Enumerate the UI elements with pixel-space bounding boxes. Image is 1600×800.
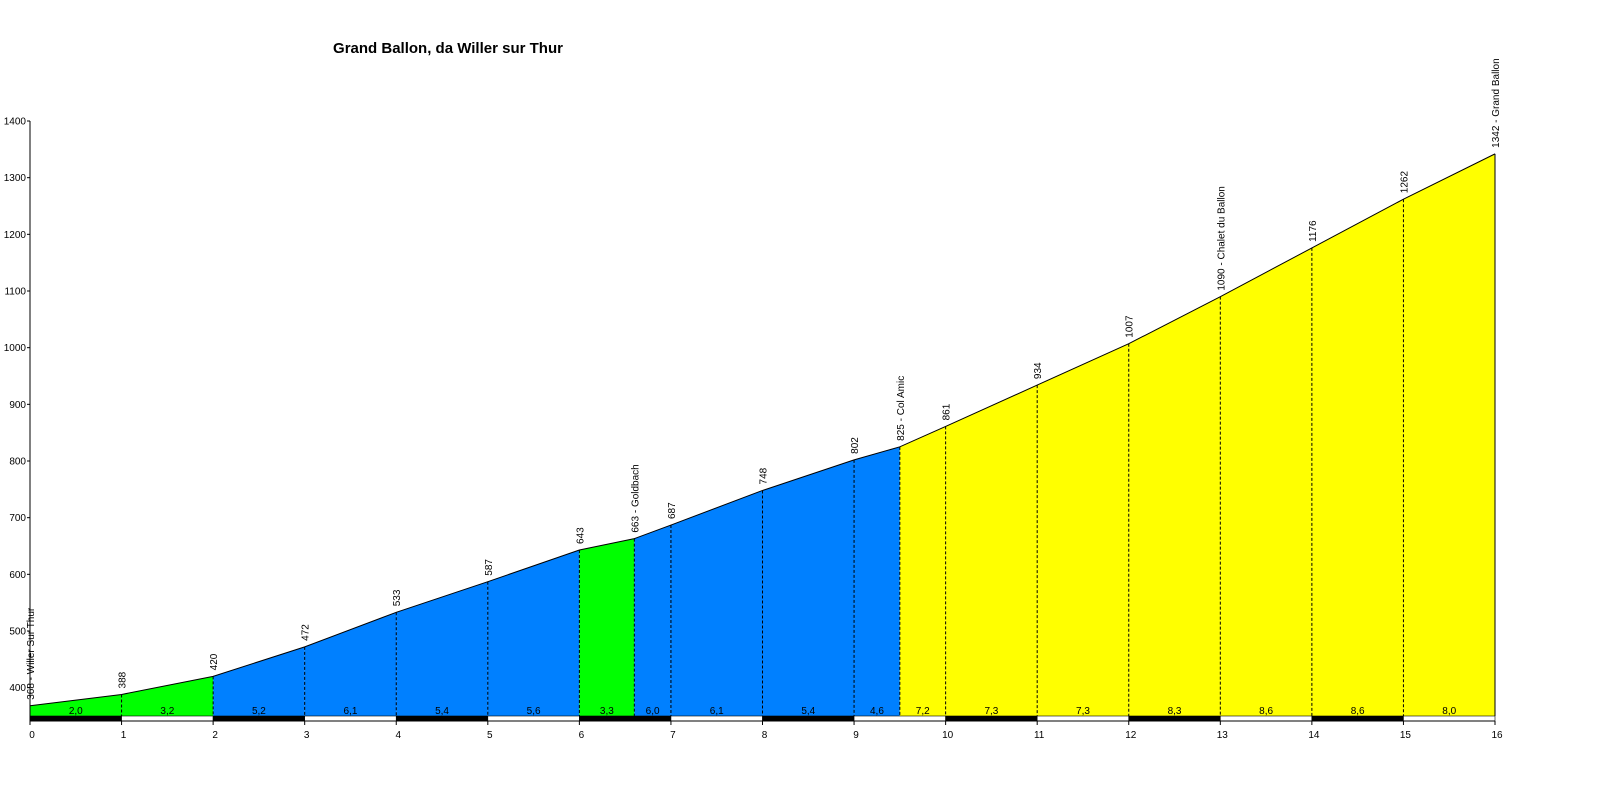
x-tick-label: 12 <box>1125 730 1137 741</box>
segment-area <box>1403 153 1495 716</box>
y-tick-label: 1100 <box>4 287 26 298</box>
gradient-label: 8,6 <box>1259 706 1273 717</box>
axes <box>27 120 1496 725</box>
gradient-label: 7,3 <box>984 706 998 717</box>
point-label: 472 <box>301 624 312 641</box>
point-labels: 368 - Willer Sur Thur 388 420 472 533 587 643 6… <box>26 58 1502 699</box>
point-label: 643 <box>575 527 586 544</box>
point-label: 825 - Col Amic <box>896 376 907 441</box>
segment-area <box>1220 247 1312 716</box>
y-tick-label: 1300 <box>4 173 27 184</box>
profile-outline <box>29 153 1496 707</box>
point-label: 687 <box>667 502 678 519</box>
gradient-label: 4,6 <box>870 706 884 717</box>
x-tick-label: 9 <box>853 730 859 741</box>
x-tick-label: 14 <box>1308 730 1320 741</box>
segment-area <box>213 646 305 716</box>
point-label: 1262 <box>1399 171 1410 194</box>
x-tick-label: 13 <box>1217 730 1229 741</box>
point-label: 663 - Goldbach <box>630 464 641 532</box>
point-label: 587 <box>484 559 495 576</box>
y-tick-labels: 400 500 600 700 800 900 1000 1100 1200 1300 1400 <box>4 117 27 695</box>
segment-area <box>396 581 488 716</box>
gradient-label: 5,4 <box>435 706 449 717</box>
point-label: 533 <box>392 589 403 606</box>
segment-area <box>30 694 122 716</box>
profile-line <box>29 153 1496 707</box>
point-label: 802 <box>850 437 861 454</box>
point-label: 1007 <box>1125 315 1136 338</box>
gradient-label: 5,6 <box>527 706 541 717</box>
segment-area <box>487 549 580 716</box>
point-label: 388 <box>118 671 129 688</box>
gradient-label: 6,0 <box>646 706 660 717</box>
x-tick-label: 4 <box>395 730 401 741</box>
segment-area <box>899 426 946 716</box>
y-tick-label: 1200 <box>4 230 27 241</box>
km-strip-block <box>853 715 946 722</box>
gradient-label: 7,3 <box>1076 706 1090 717</box>
segment-area <box>634 525 671 716</box>
gradient-label: 8,0 <box>1442 706 1456 717</box>
y-tick-label: 600 <box>9 570 26 581</box>
gradient-label: 3,2 <box>160 706 174 717</box>
segment-area <box>762 459 855 716</box>
segment-area <box>670 490 763 716</box>
x-tick-label: 6 <box>579 730 585 741</box>
x-tick-labels: 0 1 2 3 4 5 6 7 8 9 10 11 12 13 14 15 16 <box>29 730 1503 741</box>
x-tick-label: 16 <box>1491 730 1503 741</box>
x-tick-label: 15 <box>1400 730 1412 741</box>
y-tick-label: 1000 <box>4 343 27 354</box>
gradient-label: 8,3 <box>1168 706 1182 717</box>
point-label: 368 - Willer Sur Thur <box>26 607 37 700</box>
x-tick-label: 8 <box>762 730 768 741</box>
y-tick-label: 1400 <box>4 117 27 128</box>
x-tick-label: 0 <box>29 730 35 741</box>
x-tick-label: 3 <box>304 730 310 741</box>
gradient-label: 8,6 <box>1351 706 1365 717</box>
profile-areas <box>30 153 1495 716</box>
point-label: 1090 - Chalet du Ballon <box>1216 186 1227 291</box>
point-label: 861 <box>942 403 953 420</box>
segment-area <box>854 446 900 716</box>
km-strip <box>29 715 1496 722</box>
gradient-labels: 2,0 3,2 5,2 6,1 5,4 5,6 3,3 6,0 6,1 5,4 4,6 7,2 7,3 7… <box>69 706 1457 717</box>
gradient-label: 6,1 <box>344 706 358 717</box>
x-tick-label: 2 <box>212 730 218 741</box>
x-tick-label: 1 <box>121 730 127 741</box>
segment-area <box>121 676 214 716</box>
gradient-label: 2,0 <box>69 706 83 717</box>
gradient-label: 5,4 <box>801 706 815 717</box>
segment-area <box>1128 296 1221 716</box>
segment-area <box>579 538 635 716</box>
point-label: 420 <box>209 653 220 670</box>
gradient-label: 3,3 <box>600 706 614 717</box>
point-label: 1342 - Grand Ballon <box>1491 58 1502 148</box>
point-label: 934 <box>1033 362 1044 379</box>
point-label: 748 <box>759 467 770 484</box>
segment-area <box>304 612 397 716</box>
x-tick-label: 7 <box>670 730 676 741</box>
x-tick-label: 10 <box>942 730 954 741</box>
gradient-label: 6,1 <box>710 706 724 717</box>
point-label: 1176 <box>1308 220 1319 242</box>
y-tick-label: 900 <box>9 400 26 411</box>
segment-area <box>945 385 1038 716</box>
chart-title: Grand Ballon, da Willer sur Thur <box>333 40 563 57</box>
x-tick-label: 11 <box>1034 730 1045 741</box>
y-tick-label: 700 <box>9 513 26 524</box>
segment-area <box>1037 343 1129 716</box>
y-tick-label: 400 <box>9 683 26 694</box>
km-dashed-lines <box>121 153 1496 716</box>
gradient-label: 7,2 <box>916 706 930 717</box>
x-tick-label: 5 <box>487 730 493 741</box>
y-tick-label: 800 <box>9 457 26 468</box>
y-tick-label: 500 <box>9 627 26 638</box>
gradient-label: 5,2 <box>252 706 266 717</box>
segment-area <box>1311 199 1404 716</box>
